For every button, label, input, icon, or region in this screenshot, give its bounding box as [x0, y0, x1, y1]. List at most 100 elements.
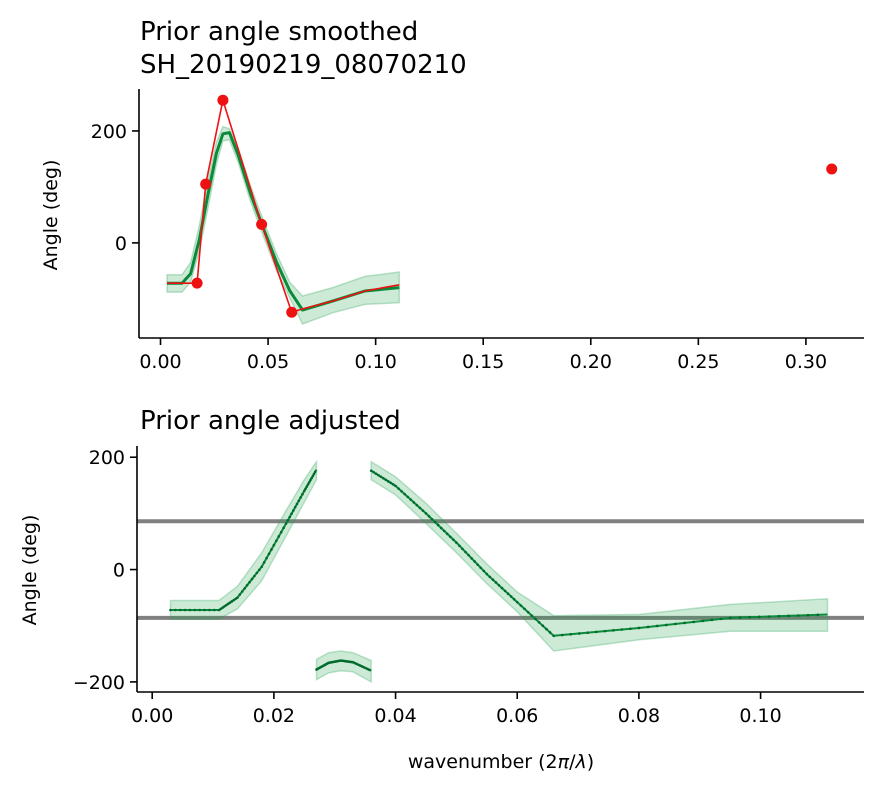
- series-dot: [455, 541, 458, 544]
- chart-adjusted: Prior angle adjusted 0.00 0.02 0.04 0.06 0.0…: [19, 406, 864, 773]
- series-dot: [767, 615, 771, 618]
- series-dot: [391, 483, 395, 486]
- x-tick-label: 0.20: [570, 351, 612, 373]
- series-dot: [461, 547, 464, 551]
- x-label-pi: π: [558, 751, 570, 773]
- series-dot: [612, 629, 615, 632]
- series-dot: [295, 502, 299, 506]
- series-dot: [260, 565, 264, 569]
- series-dot: [683, 621, 686, 625]
- series-dot: [169, 608, 172, 612]
- series-dot: [577, 632, 581, 635]
- series-dot: [421, 509, 425, 512]
- series-dot: [519, 604, 523, 607]
- plot-area-smoothed: 0.00 0.05 0.10 0.15 0.20 0.25 0.30 0 200: [91, 89, 864, 373]
- series-dot: [386, 480, 390, 483]
- x-tick-label: 0.02: [253, 705, 295, 727]
- series-dot: [230, 600, 234, 603]
- series-dot: [710, 618, 714, 622]
- series-dot: [275, 539, 278, 543]
- series-dot: [485, 572, 489, 576]
- series-dot: [482, 569, 486, 573]
- series-dot: [243, 587, 246, 590]
- series-dot: [293, 505, 297, 509]
- series-dot: [311, 474, 315, 478]
- series-dot: [424, 512, 428, 515]
- series-dot: [400, 490, 403, 493]
- x-label-lambda: λ: [575, 751, 587, 773]
- series-dot: [655, 624, 659, 628]
- series-dot: [248, 580, 251, 584]
- y-axis-label: Angle (deg): [19, 515, 41, 626]
- uncertainty-band-0-2: [370, 460, 829, 652]
- series-dot: [545, 627, 548, 631]
- series-dot: [368, 668, 371, 672]
- series-line-2-0: [167, 99, 400, 314]
- x-tick-label: 0.15: [462, 351, 504, 373]
- series-dot: [458, 544, 461, 548]
- chart-title: Prior angle adjusted: [140, 406, 401, 436]
- series-dot: [503, 589, 507, 593]
- series-dot: [586, 631, 590, 634]
- series-dot: [595, 630, 598, 634]
- y-tick-label: 0: [113, 560, 125, 582]
- series-dot: [225, 603, 228, 607]
- series-dot: [433, 520, 437, 524]
- data-point-4: [286, 306, 298, 318]
- x-label-post: ): [587, 751, 594, 773]
- x-tick-label: 0.00: [139, 351, 181, 373]
- x-tick-label: 0.06: [496, 705, 538, 727]
- series-dot: [174, 608, 177, 612]
- series-dot: [301, 492, 304, 496]
- series-dot: [245, 583, 249, 587]
- series-dot: [748, 615, 751, 619]
- series-dot: [253, 574, 256, 578]
- y-axis-label: Angle (deg): [40, 160, 62, 271]
- series-dot: [313, 470, 317, 474]
- series-dot: [479, 566, 483, 570]
- series-dot: [509, 595, 513, 598]
- x-tick-label: 0.00: [131, 705, 173, 727]
- series-dot: [379, 475, 383, 479]
- series-dot: [292, 509, 295, 512]
- series-dot: [299, 496, 302, 499]
- data-point-2: [217, 94, 229, 106]
- series-dot: [221, 606, 225, 609]
- series-dot: [272, 543, 276, 547]
- series-dot: [228, 601, 232, 604]
- series-line-1-0: [170, 469, 318, 611]
- series-dot: [541, 624, 545, 628]
- series-dot: [397, 487, 400, 490]
- series-dot: [629, 627, 632, 631]
- series-dot: [203, 608, 206, 612]
- series-dot: [255, 571, 259, 575]
- x-tick-label: 0.30: [785, 351, 827, 373]
- series-dot: [488, 575, 492, 579]
- series-dot: [637, 626, 641, 630]
- series-dot: [188, 608, 192, 612]
- series-dot: [265, 556, 268, 560]
- chart-title-line-2: SH_20190219_08070210: [140, 50, 467, 80]
- series-dot: [303, 489, 306, 493]
- x-tick-label: 0.08: [618, 705, 660, 727]
- x-label-slash: /: [569, 751, 576, 773]
- data-point-5: [826, 163, 838, 175]
- series-dot: [389, 481, 392, 485]
- series-dot: [701, 619, 705, 623]
- series-dot: [603, 629, 607, 633]
- series-dot: [403, 492, 406, 496]
- series-dot: [250, 577, 254, 581]
- series-dot: [286, 518, 290, 522]
- series-dot: [212, 608, 216, 612]
- x-tick-label: 0.25: [677, 351, 719, 373]
- series-dot: [282, 526, 285, 530]
- data-point-1: [200, 178, 212, 190]
- series-dot: [312, 472, 316, 476]
- series-dot: [297, 499, 301, 503]
- series-dot: [306, 483, 310, 486]
- series-dot: [512, 598, 516, 601]
- series-dot: [219, 607, 223, 611]
- series-dot: [309, 478, 312, 482]
- series-dot: [758, 615, 761, 619]
- series-dot: [664, 623, 668, 627]
